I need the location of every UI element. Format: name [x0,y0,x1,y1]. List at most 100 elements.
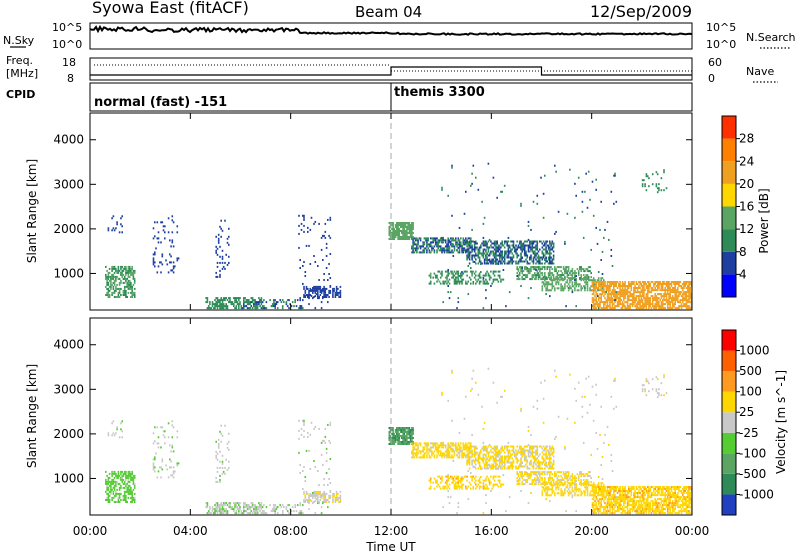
heatmap-cell [391,224,393,226]
heatmap-cell [127,265,130,268]
heatmap-cell [111,499,113,501]
heatmap-cell [518,266,521,269]
heatmap-cell [571,277,574,280]
heatmap-cell [626,285,629,287]
heatmap-cell [537,256,540,259]
heatmap-cell [472,459,475,462]
heatmap-cell [156,476,159,479]
heatmap-cell [428,479,431,482]
heatmap-cell [537,278,540,281]
heatmap-cell [626,293,629,296]
heatmap-cell [521,473,523,476]
heatmap-cell [329,277,332,279]
heatmap-cell [476,242,478,245]
heatmap-cell [482,277,485,279]
heatmap-cell [220,504,222,507]
heatmap-cell [516,461,518,464]
heatmap-cell [496,467,498,470]
heatmap-cell [471,240,473,243]
heatmap-cell [130,296,132,298]
heatmap-cell [115,227,117,230]
heatmap-cell [638,297,640,300]
heatmap-cell [483,258,486,261]
heatmap-cell [313,460,315,462]
heatmap-cell [443,454,446,457]
heatmap-cell [641,281,644,283]
heatmap-cell [664,293,666,296]
heatmap-cell [521,270,523,273]
heatmap-cell [126,283,128,286]
heatmap-cell [226,263,229,266]
heatmap-cell [545,258,547,261]
heatmap-cell [517,467,520,470]
heatmap-cell [133,277,136,280]
heatmap-cell [486,282,488,285]
heatmap-cell [157,265,160,268]
heatmap-cell [128,490,131,493]
heatmap-cell [689,307,692,310]
heatmap-cell [603,281,605,283]
heatmap-cell [682,297,684,300]
heatmap-cell [471,477,473,480]
heatmap-cell [123,492,126,495]
heatmap-cell [448,483,451,486]
heatmap-cell [500,254,502,257]
heatmap-cell [488,457,491,460]
heatmap-cell [462,247,465,250]
heatmap-cell [432,442,434,445]
heatmap-cell [668,289,670,292]
heatmap-cell [414,239,417,242]
heatmap-cell [131,273,133,276]
heatmap-cell [471,461,473,464]
heatmap-cell [219,480,221,483]
heatmap-cell [113,494,116,497]
nave-tick-bottom: 0 [708,72,715,85]
heatmap-cell [587,270,590,273]
heatmap-cell [293,510,295,513]
heatmap-cell [222,502,225,505]
heatmap-cell [417,243,419,246]
heatmap-cell [466,242,468,245]
heatmap-cell [215,271,217,274]
heatmap-cell [556,287,559,290]
heatmap-cell [117,277,120,280]
heatmap-cell [334,294,337,296]
heatmap-cell [656,303,659,306]
heatmap-cell [551,246,554,249]
heatmap-cell [475,248,477,251]
heatmap-cell [564,270,566,273]
heatmap-cell [645,287,648,289]
heatmap-cell [234,297,236,300]
heatmap-cell [498,260,501,263]
heatmap-cell [416,237,418,240]
heatmap-cell [451,442,453,445]
heatmap-cell [329,490,332,492]
heatmap-cell [255,305,258,308]
heatmap-cell [211,303,214,306]
heatmap-cell [557,270,560,273]
heatmap-cell [457,251,460,254]
heatmap-cell [449,456,452,459]
heatmap-cell [549,277,551,280]
heatmap-cell [497,475,500,478]
heatmap-cell [658,183,660,186]
heatmap-cell [590,289,592,292]
heatmap-cell [406,238,408,240]
heatmap-cell [473,447,476,450]
heatmap-cell [665,301,668,304]
heatmap-cell [112,496,115,499]
heatmap-cell [130,283,132,286]
heatmap-cell [544,459,546,462]
heatmap-cell [660,287,663,289]
heatmap-cell [477,256,480,259]
heatmap-cell [542,254,545,257]
heatmap-cell [531,260,534,263]
heatmap-cell [333,287,335,290]
heatmap-cell [452,450,455,453]
heatmap-cell [574,272,576,275]
heatmap-cell [503,260,506,263]
heatmap-cell [121,474,123,477]
heatmap-cell [422,454,424,457]
heatmap-cell [113,476,116,479]
